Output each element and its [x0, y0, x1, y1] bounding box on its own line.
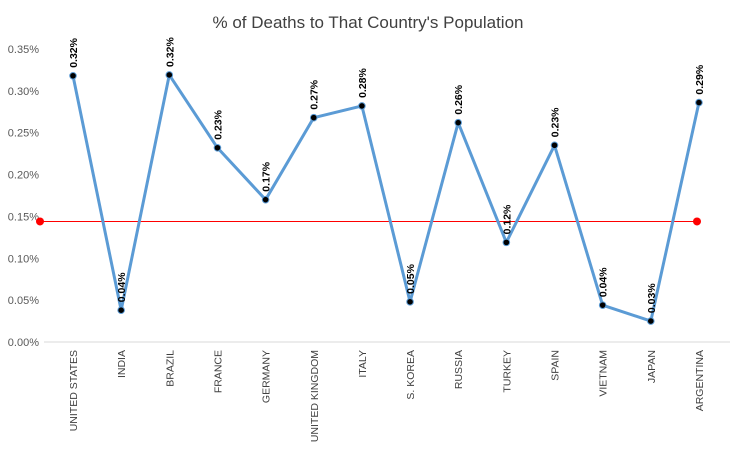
- data-label: 0.27%: [309, 79, 321, 109]
- data-label: 0.17%: [261, 161, 273, 191]
- data-point: [165, 71, 174, 79]
- reference-line-group: [36, 217, 701, 226]
- data-point: [550, 141, 559, 150]
- x-tick-label: BRAZIL: [164, 350, 176, 387]
- y-tick-label: 0.10%: [8, 253, 39, 265]
- data-label: 0.05%: [405, 263, 417, 293]
- y-tick-label: 0.05%: [8, 295, 39, 307]
- x-tick-label: S. KOREA: [405, 350, 417, 400]
- y-tick-label: 0.30%: [8, 86, 39, 98]
- data-point: [69, 71, 77, 80]
- data-label: 0.26%: [453, 84, 465, 114]
- data-point: [695, 98, 703, 107]
- data-label: 0.23%: [212, 109, 224, 139]
- y-tick-label: 0.15%: [8, 211, 39, 223]
- data-point: [213, 143, 222, 152]
- data-point: [598, 301, 607, 309]
- x-tick-label: VIETNAM: [598, 350, 610, 397]
- x-tick-label: SPAIN: [550, 350, 562, 381]
- data-point: [502, 238, 511, 247]
- data-point: [261, 195, 270, 204]
- y-tick-label: 0.00%: [8, 337, 39, 349]
- chart-title: % of Deaths to That Country's Population: [213, 13, 524, 32]
- y-tick-label: 0.20%: [8, 170, 39, 182]
- data-point: [358, 102, 366, 110]
- data-label: 0.04%: [598, 267, 610, 297]
- x-tick-label: TURKEY: [501, 350, 513, 393]
- y-axis: 0.00% 0.05% 0.10% 0.15% 0.20% 0.25% 0.30% 0.35%: [8, 44, 39, 349]
- x-axis: UNITED STATES INDIA BRAZIL FRANCE GERMANY UNI…: [44, 341, 730, 442]
- x-tick-label: GERMANY: [261, 350, 273, 403]
- data-label: 0.23%: [550, 107, 562, 137]
- reference-marker: [36, 217, 44, 226]
- x-tick-label: FRANCE: [212, 350, 224, 393]
- x-tick-label: RUSSIA: [453, 350, 465, 389]
- x-tick-label: INDIA: [116, 350, 128, 378]
- x-tick-label: UNITED STATES: [68, 350, 80, 431]
- data-point: [309, 113, 318, 122]
- data-point: [647, 317, 655, 325]
- data-point: [454, 118, 463, 127]
- series-group: [69, 71, 703, 325]
- data-label: 0.29%: [694, 64, 706, 94]
- data-point: [406, 298, 414, 306]
- data-label: 0.32%: [68, 37, 80, 67]
- data-label: 0.12%: [501, 204, 513, 234]
- data-label: 0.28%: [357, 67, 369, 97]
- y-tick-label: 0.35%: [8, 44, 39, 56]
- x-tick-label: JAPAN: [646, 350, 658, 383]
- series-line: [71, 73, 701, 323]
- x-tick-label: ITALY: [357, 350, 369, 378]
- data-label: 0.03%: [646, 283, 658, 313]
- data-label: 0.04%: [116, 272, 128, 302]
- y-tick-label: 0.25%: [8, 128, 39, 140]
- x-tick-label: UNITED KINGDOM: [309, 350, 321, 442]
- data-point: [117, 306, 125, 314]
- data-label: 0.32%: [164, 37, 176, 67]
- data-labels: 0.32% 0.04% 0.32% 0.23% 0.17% 0.27% 0.28% 0.05%…: [68, 37, 706, 314]
- x-tick-label: ARGENTINA: [694, 350, 706, 411]
- reference-marker: [693, 217, 701, 226]
